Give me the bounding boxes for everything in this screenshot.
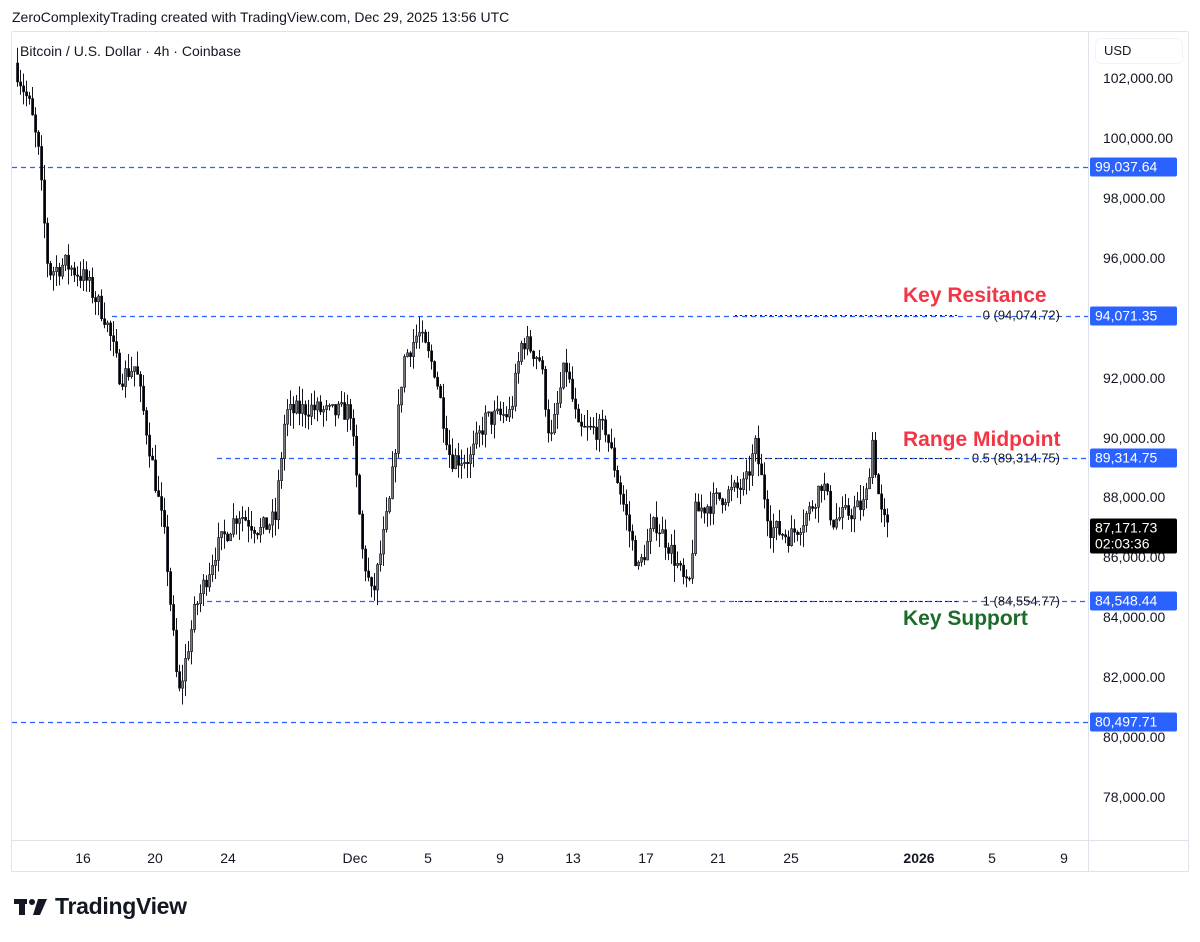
time-tick-label: 13 xyxy=(565,850,581,866)
price-axis[interactable]: USD 102,000.00 100,000.00 98,000.00 96,000.… xyxy=(1088,32,1188,840)
last-price-tag: 87,171.73 02:03:36 xyxy=(1090,518,1177,554)
price-tick-label: 102,000.00 xyxy=(1103,70,1174,86)
text-annotation[interactable]: Key Support xyxy=(903,607,1028,630)
tradingview-logo-icon xyxy=(14,898,47,915)
time-tick-label: 24 xyxy=(220,850,236,866)
time-tick-label: 5 xyxy=(988,850,996,866)
text-annotation[interactable]: Range Midpoint xyxy=(903,428,1061,451)
price-tick-label: 98,000.00 xyxy=(1103,189,1166,206)
last-price-value: 87,171.73 xyxy=(1095,519,1158,536)
tradingview-logo[interactable]: TradingView xyxy=(14,893,187,920)
symbol-title[interactable]: Bitcoin / U.S. Dollar · 4h · Coinbase xyxy=(20,43,241,59)
price-tick-label: 96,000.00 xyxy=(1103,249,1166,266)
chart-container: Bitcoin / U.S. Dollar · 4h · Coinbase Ke… xyxy=(11,31,1189,872)
level-price-tag: 84,548.44 xyxy=(1090,591,1177,611)
plot-area[interactable]: Bitcoin / U.S. Dollar · 4h · Coinbase Ke… xyxy=(12,32,1088,840)
bar-countdown: 02:03:36 xyxy=(1095,535,1150,552)
currency-button[interactable]: USD xyxy=(1095,38,1183,64)
time-tick-label: 20 xyxy=(147,850,163,866)
price-tick-label: 92,000.00 xyxy=(1103,369,1166,386)
time-tick-label: 5 xyxy=(424,850,432,866)
price-tick-label: 80,000.00 xyxy=(1103,729,1166,746)
tradingview-wordmark: TradingView xyxy=(55,893,187,919)
price-tick-label: 90,000.00 xyxy=(1103,429,1166,446)
level-price-tag: 94,071.35 xyxy=(1090,306,1177,326)
time-axis[interactable]: 16 20 24 Dec 5 9 13 17 21 25 2026 5 9 xyxy=(12,840,1088,871)
level-price-tag: 89,314.75 xyxy=(1090,448,1177,468)
candlestick-plot[interactable] xyxy=(12,32,1088,840)
price-tick-label: 82,000.00 xyxy=(1103,669,1166,686)
chart-caption: ZeroComplexityTrading created with Tradi… xyxy=(12,9,510,25)
time-tick-label: Dec xyxy=(342,850,368,866)
fib-level-label: 1 (84,554.77) xyxy=(982,593,1060,609)
time-tick-label: 9 xyxy=(496,850,504,866)
time-tick-label: 17 xyxy=(638,850,654,866)
axis-corner xyxy=(1088,840,1188,871)
fib-level-label: 0 (94,074.72) xyxy=(982,307,1060,323)
level-price-tag: 80,497.71 xyxy=(1090,712,1177,732)
candles xyxy=(16,47,890,705)
price-tick-label: 100,000.00 xyxy=(1103,129,1174,146)
price-tick-label: 78,000.00 xyxy=(1103,789,1166,806)
time-tick-label: 25 xyxy=(783,850,799,866)
fib-level-label: 0.5 (89,314.75) xyxy=(971,450,1060,466)
time-tick-label: 9 xyxy=(1060,850,1068,866)
price-tick-label: 84,000.00 xyxy=(1103,609,1166,626)
time-tick-label: 2026 xyxy=(903,850,935,866)
text-annotation[interactable]: Key Resitance xyxy=(903,284,1047,307)
level-price-tag: 99,037.64 xyxy=(1090,157,1177,177)
time-tick-label: 16 xyxy=(75,850,91,866)
price-tick-label: 88,000.00 xyxy=(1103,489,1166,506)
time-tick-label: 21 xyxy=(710,850,726,866)
